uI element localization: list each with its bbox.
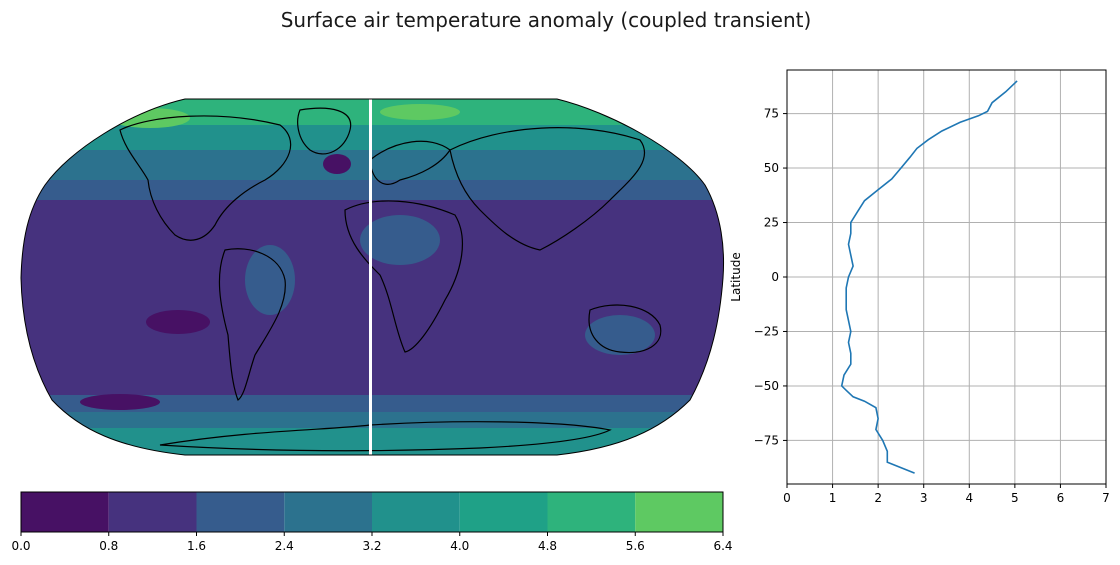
colorbar-segment — [284, 492, 372, 532]
map-outline — [20, 98, 725, 456]
colorbar-segments — [21, 492, 723, 532]
colorbar-segment — [21, 492, 109, 532]
page-title: Surface air temperature anomaly (coupled… — [280, 8, 812, 32]
colorbar-segment — [196, 492, 285, 532]
seam-line — [369, 99, 372, 455]
zonal-profile-panel: 0 1 2 3 4 5 6 7 −75 −50 −25 0 25 50 75 Latitude — [729, 69, 1110, 505]
colorbar-segment — [547, 492, 636, 532]
continent-europe — [369, 140, 451, 185]
colorbar-ticks: 0.0 0.8 1.6 2.4 3.2 4.0 4.8 5.6 6.4 — [11, 532, 733, 553]
y-tick-label: 50 — [764, 161, 779, 175]
profile-grid — [786, 70, 1107, 484]
y-tick-label: 0 — [771, 270, 779, 284]
patch-north-atlantic — [323, 154, 351, 174]
x-tick-label: 6 — [1057, 491, 1065, 505]
x-tick-label: 4 — [965, 491, 973, 505]
colorbar-tick-label: 4.8 — [538, 539, 557, 553]
x-tick-label: 7 — [1102, 491, 1110, 505]
continent-africa — [344, 200, 463, 353]
patch-north-africa — [360, 215, 440, 265]
continent-north-america — [119, 115, 292, 241]
colorbar: 0.0 0.8 1.6 2.4 3.2 4.0 4.8 5.6 6.4 — [11, 491, 733, 553]
colorbar-segment — [459, 492, 548, 532]
y-tick-label: 75 — [764, 107, 779, 121]
colorbar-segment — [635, 492, 723, 532]
patch-south-america — [245, 245, 295, 315]
x-tick-label: 3 — [920, 491, 928, 505]
continent-south-america — [218, 248, 286, 401]
patch-south-pacific — [146, 310, 210, 334]
continent-australia — [588, 304, 662, 354]
profile-y-label: Latitude — [729, 252, 743, 301]
y-tick-label: −75 — [754, 433, 779, 447]
lat-band-4 — [21, 395, 724, 417]
lat-band-0 — [21, 99, 724, 130]
map-panel — [20, 98, 725, 456]
continent-greenland — [297, 107, 352, 155]
lat-band-3 — [21, 180, 724, 200]
x-tick-label: 1 — [829, 491, 837, 505]
colorbar-segment — [372, 492, 460, 532]
continent-asia — [449, 127, 646, 251]
patch-arctic-russia — [380, 104, 460, 120]
lat-band-2 — [21, 150, 724, 185]
x-tick-label: 5 — [1011, 491, 1019, 505]
colorbar-tick-label: 2.4 — [275, 539, 294, 553]
colorbar-tick-label: 1.6 — [187, 539, 206, 553]
patch-australia — [585, 315, 655, 355]
colorbar-tick-label: 4.0 — [450, 539, 469, 553]
profile-line — [840, 80, 1018, 474]
colorbar-tick-label: 0.8 — [99, 539, 118, 553]
y-tick-label: −25 — [754, 324, 779, 338]
patch-arctic-canada — [110, 108, 190, 128]
colorbar-tick-label: 6.4 — [713, 539, 732, 553]
x-tick-label: 0 — [783, 491, 791, 505]
map-fill-layer — [21, 99, 724, 455]
profile-y-ticks: −75 −50 −25 0 25 50 75 — [754, 107, 787, 447]
continent-antarctica — [159, 421, 612, 452]
profile-x-ticks: 0 1 2 3 4 5 6 7 — [783, 484, 1110, 505]
y-tick-label: 25 — [764, 216, 779, 230]
colorbar-tick-label: 5.6 — [626, 539, 645, 553]
x-tick-label: 2 — [874, 491, 882, 505]
colorbar-tick-label: 0.0 — [11, 539, 30, 553]
colorbar-tick-label: 3.2 — [362, 539, 381, 553]
patch-southern-ocean — [80, 394, 160, 410]
lat-band-6 — [21, 428, 724, 455]
lat-band-5 — [21, 412, 724, 432]
map-landmasses — [119, 107, 662, 452]
colorbar-segment — [108, 492, 197, 532]
y-tick-label: −50 — [754, 379, 779, 393]
